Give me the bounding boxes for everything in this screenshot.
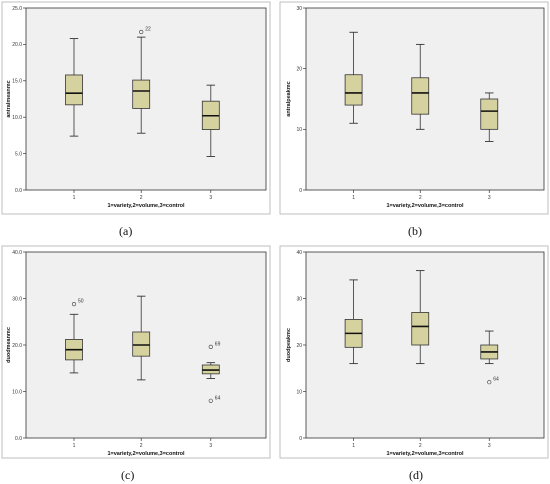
y-axis-title: duodpeakmc	[286, 328, 292, 362]
outlier-label: 22	[145, 27, 151, 33]
y-tick-label: 30.0	[12, 296, 22, 302]
x-tick-label: 2	[419, 443, 422, 449]
y-tick-label: 0	[299, 436, 302, 442]
outlier-label: 64	[493, 377, 499, 383]
x-tick-label: 3	[488, 443, 491, 449]
y-axis-title: duodmeanmc	[6, 327, 12, 363]
box-group-1	[344, 279, 363, 365]
box-iqr	[65, 74, 83, 106]
chart-panel-b: 0 10 20 30 antralpeakmc 1 2 3 1=variety,2=volume…	[279, 1, 549, 215]
y-tick-label: 10.0	[12, 115, 22, 121]
x-axis-title: 1=variety,2=volume,3=control	[386, 451, 464, 457]
box-group-2	[132, 36, 151, 134]
y-tick-label: 10.0	[12, 389, 22, 395]
box-group-1	[65, 38, 83, 137]
box-group-2	[411, 270, 430, 365]
x-tick-label: 3	[209, 443, 212, 449]
y-tick-label: 20	[296, 343, 302, 349]
y-tick-label: 10	[296, 389, 302, 395]
y-tick-label: 40.0	[12, 250, 22, 256]
x-axis-title: 1=variety,2=volume,3=control	[107, 451, 185, 457]
y-tick-label: 0	[299, 188, 302, 194]
y-axis-title: antralpeakmc	[286, 81, 292, 116]
caption-a: (a)	[119, 224, 133, 238]
y-tick-label: 0.0	[15, 188, 22, 194]
box-iqr	[132, 79, 151, 109]
box-group-3	[480, 330, 499, 365]
box-iqr	[411, 77, 430, 115]
x-tick-label: 2	[419, 195, 422, 201]
y-tick-label: 30	[296, 6, 302, 12]
box-group-2	[411, 43, 430, 130]
x-tick-label: 1	[352, 443, 355, 449]
outlier-label: 69	[215, 341, 221, 347]
y-tick-label: 30	[296, 296, 302, 302]
outlier-point	[71, 301, 77, 307]
x-tick-label: 1	[73, 195, 76, 201]
box-group-2	[132, 295, 151, 381]
box-group-3	[480, 92, 499, 142]
caption-d: (d)	[409, 468, 423, 482]
y-tick-label: 20	[296, 66, 302, 72]
caption-b: (b)	[408, 224, 422, 238]
y-tick-label: 20.0	[12, 42, 22, 48]
chart-panel-c: 0.0 10.0 20.0 30.0 40.0 duodmeanmc 1 2 3 1=variet…	[1, 245, 271, 459]
x-tick-label: 3	[488, 195, 491, 201]
y-axis-title: antralmeanmc	[6, 80, 12, 117]
outlier-point	[139, 29, 144, 35]
chart-panel-d: 0 10 20 30 40 duodpeakmc 1 2 3 1=variety,2=volume…	[279, 245, 549, 459]
y-tick-label: 20.0	[12, 343, 22, 349]
x-tick-label: 2	[140, 443, 143, 449]
caption-c: (c)	[121, 468, 135, 482]
y-tick-label: 5.0	[15, 151, 22, 157]
x-tick-label: 3	[209, 195, 212, 201]
box-group-1	[65, 313, 83, 374]
x-tick-label: 2	[140, 195, 143, 201]
x-tick-label: 1	[73, 443, 76, 449]
chart-panel-a: 0.0 5.0 10.0 15.0 20.0 25.0 antralmeanmc 1 2 3 1=v…	[1, 1, 271, 215]
box-iqr	[132, 331, 151, 357]
box-group-3	[201, 362, 220, 379]
y-tick-label: 25.0	[12, 6, 22, 12]
y-tick-label: 0.0	[15, 436, 22, 442]
outlier-point	[487, 380, 492, 385]
box-iqr	[480, 98, 499, 130]
y-tick-label: 10	[296, 127, 302, 133]
x-axis-title: 1=variety,2=volume,3=control	[386, 203, 464, 209]
y-tick-label: 40	[296, 250, 302, 256]
outlier-point	[208, 398, 213, 403]
x-tick-label: 1	[352, 195, 355, 201]
x-axis-title: 1=variety,2=volume,3=control	[107, 203, 185, 209]
outlier-label: 64	[215, 395, 221, 401]
outlier-point	[208, 344, 213, 349]
y-tick-label: 15.0	[12, 79, 22, 85]
box-group-1	[344, 31, 363, 124]
box-iqr	[344, 74, 363, 106]
outlier-label: 50	[78, 299, 84, 305]
box-group-3	[201, 84, 220, 157]
box-iqr	[411, 312, 430, 346]
